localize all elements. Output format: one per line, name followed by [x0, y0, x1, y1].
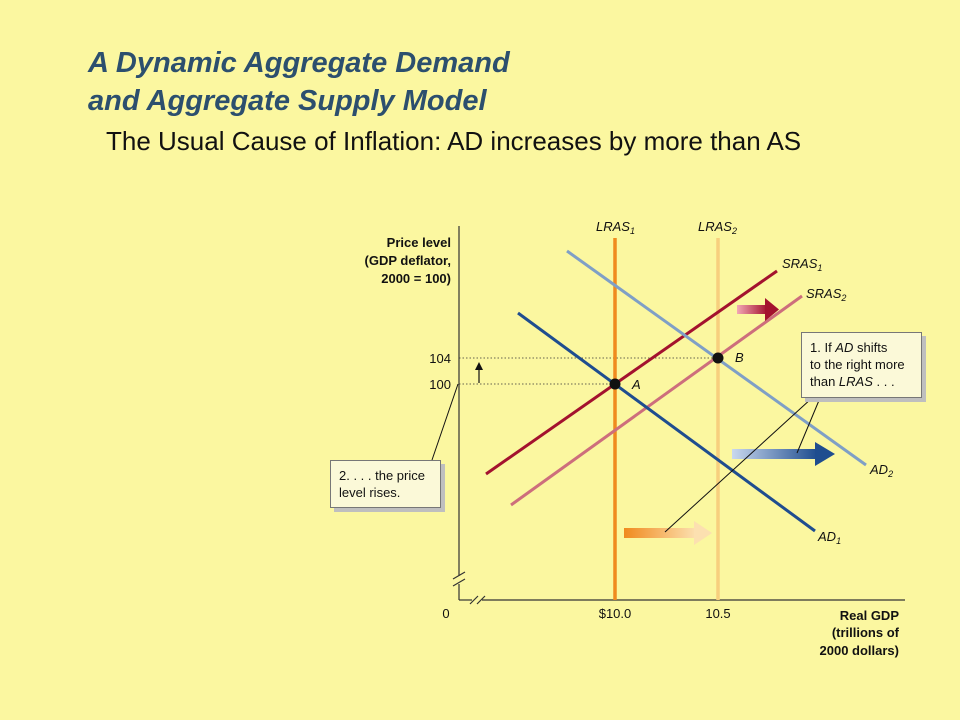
y-axis-label-line2: (GDP deflator, — [365, 253, 451, 268]
equilibrium-point-b — [712, 352, 724, 364]
x-axis-break — [469, 595, 486, 605]
slide-title: A Dynamic Aggregate Demand and Aggregate… — [88, 44, 510, 120]
equilibrium-point-a — [609, 378, 621, 390]
ad2-label: AD2 — [869, 462, 893, 479]
point-a-label: A — [631, 377, 641, 392]
ad1-line — [517, 311, 816, 533]
point-b-label: B — [735, 350, 744, 365]
slide-title-line1: A Dynamic Aggregate Demand — [88, 47, 510, 79]
lras2-label: LRAS2 — [698, 219, 737, 236]
x-axis-label-line3: 2000 dollars) — [820, 643, 900, 658]
note1-pointer-lras — [664, 397, 813, 533]
callout-ad-shift: 1. If AD shifts to the right more than L… — [801, 332, 922, 398]
ad1-label: AD1 — [817, 529, 841, 546]
callout-price-rise: 2. . . . the price level rises. — [330, 460, 441, 508]
ad-shift-arrow-icon — [732, 442, 835, 466]
sras1-label: SRAS1 — [782, 256, 822, 273]
sras2-line — [510, 294, 803, 507]
origin-label: 0 — [442, 606, 449, 621]
y-tick-100: 100 — [429, 377, 451, 392]
sras1-line — [485, 269, 778, 476]
x-axis-label-line1: Real GDP — [840, 608, 900, 623]
y-tick-104: 104 — [429, 351, 451, 366]
y-axis-label-line3: 2000 = 100) — [381, 271, 451, 286]
sras2-label: SRAS2 — [806, 286, 846, 303]
note1-pointer-ad — [796, 397, 821, 454]
price-rise-arrowhead — [475, 362, 483, 370]
note2-pointer — [431, 383, 459, 461]
slide-subtitle: The Usual Cause of Inflation: AD increas… — [106, 126, 802, 156]
sras-shift-arrow-icon — [737, 298, 779, 321]
slide-title-line2: and Aggregate Supply Model — [88, 85, 487, 117]
y-axis-break — [452, 571, 466, 587]
x-tick-10: $10.0 — [599, 606, 632, 621]
lras1-label: LRAS1 — [596, 219, 635, 236]
x-tick-10-5: 10.5 — [705, 606, 730, 621]
y-axis-label-line1: Price level — [387, 235, 451, 250]
x-axis-label-line2: (trillions of — [832, 625, 900, 640]
lras-shift-arrow-icon — [624, 521, 712, 545]
